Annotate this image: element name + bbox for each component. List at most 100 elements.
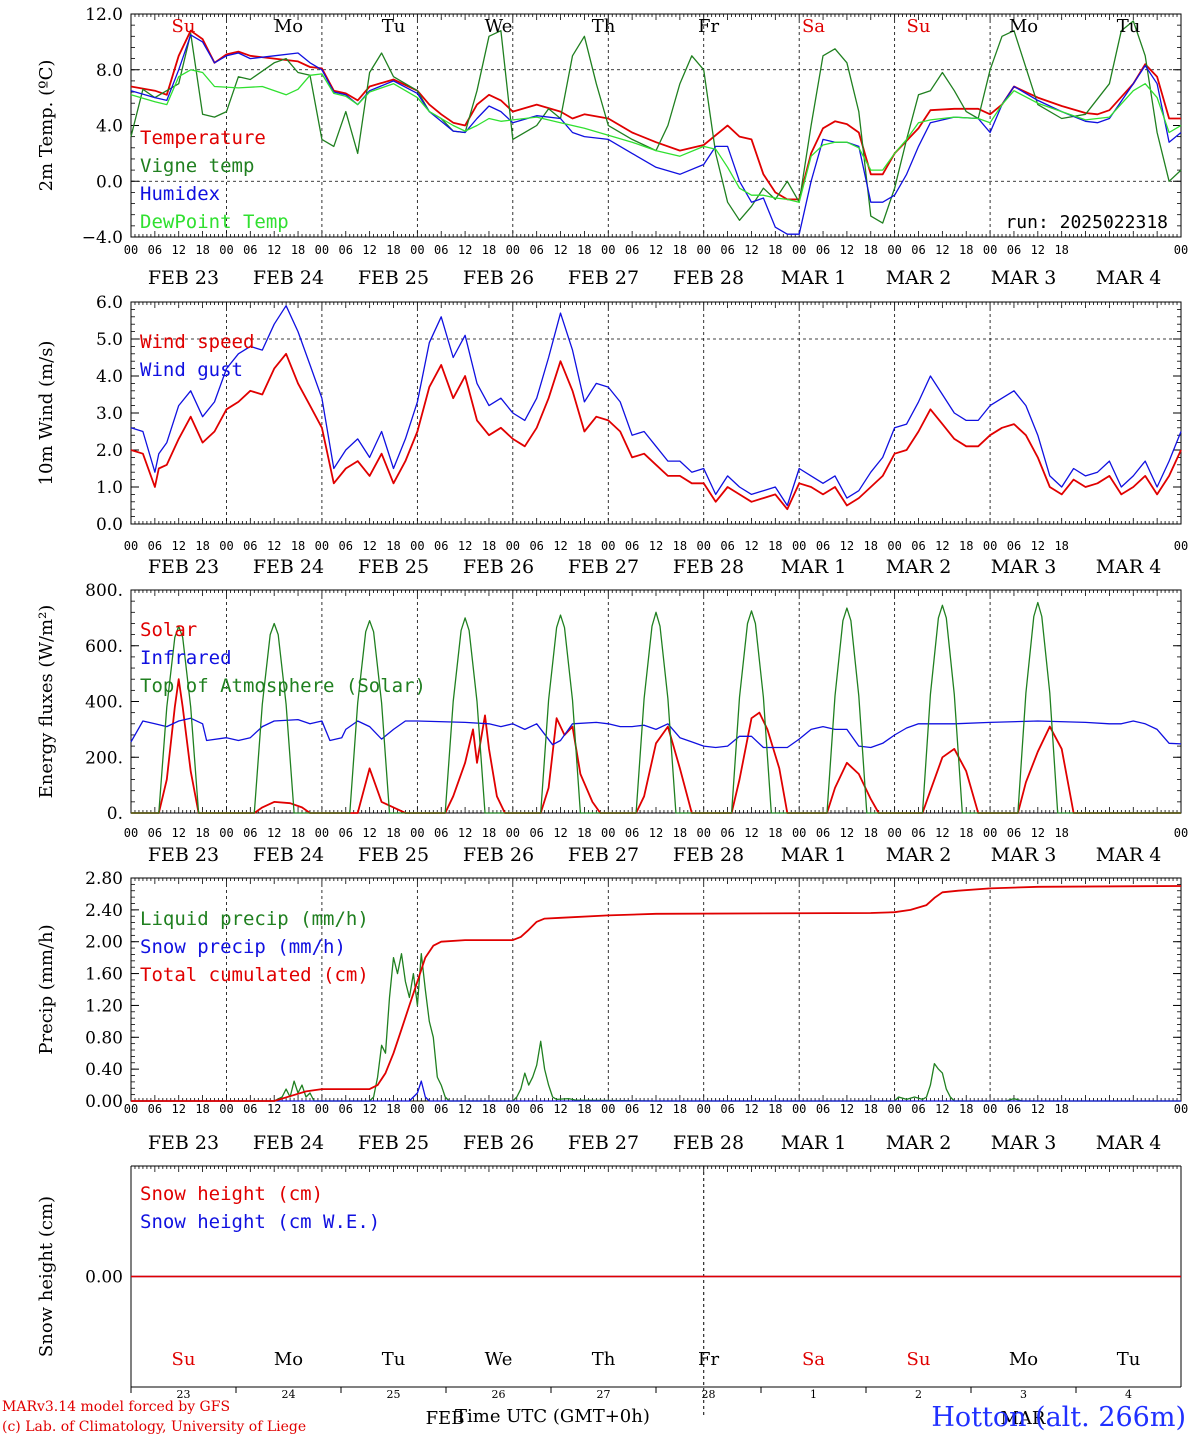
hour-tick-label: 00 (410, 539, 424, 553)
hour-tick-label: 18 (1054, 1102, 1068, 1116)
hour-tick-label: 18 (386, 1102, 400, 1116)
hour-tick-label: 06 (911, 243, 925, 257)
weekday-label: Mo (1009, 16, 1038, 37)
hour-tick-label: 12 (172, 826, 186, 840)
hour-tick-label: 00 (124, 826, 138, 840)
y-tick-label: 0.40 (85, 1060, 123, 1080)
hour-tick-label: 00 (1174, 1102, 1188, 1116)
hour-tick-label: 00 (887, 539, 901, 553)
hour-tick-label: 12 (1031, 243, 1045, 257)
legend-label: Humidex (140, 183, 220, 205)
hour-tick-label: 18 (291, 1102, 305, 1116)
hour-tick-label: 18 (291, 539, 305, 553)
hour-tick-label: 06 (339, 826, 353, 840)
hour-tick-label: 06 (434, 1102, 448, 1116)
hour-tick-label: 12 (1031, 1102, 1045, 1116)
hour-tick-label: 00 (124, 1102, 138, 1116)
legend-label: Vigne temp (140, 155, 254, 177)
y-tick-label: 400. (85, 693, 123, 713)
hour-tick-label: 06 (243, 539, 257, 553)
weekday-label: Tu (382, 1349, 406, 1370)
series-line-wind-gust (130, 305, 1182, 507)
y-tick-label: 5.0 (96, 330, 123, 350)
hour-tick-label: 00 (792, 243, 806, 257)
hour-tick-label: 06 (625, 1102, 639, 1116)
hour-tick-label: 18 (1054, 243, 1068, 257)
hour-tick-label: 06 (1007, 826, 1021, 840)
hour-tick-label: 12 (458, 826, 472, 840)
date-label: MAR 2 (886, 1132, 952, 1154)
hour-tick-label: 00 (792, 1102, 806, 1116)
day-number-label: 26 (492, 1388, 506, 1401)
hour-tick-label: 00 (1174, 243, 1188, 257)
date-label: FEB 24 (253, 267, 324, 289)
panel-frame (130, 13, 1182, 238)
hour-tick-label: 18 (768, 1102, 782, 1116)
hour-tick-label: 06 (339, 539, 353, 553)
hour-tick-label: 00 (315, 539, 329, 553)
day-number-label: 23 (177, 1388, 191, 1401)
day-number-label: 1 (810, 1388, 817, 1401)
hour-tick-label: 06 (625, 539, 639, 553)
hour-tick-label: 00 (983, 1102, 997, 1116)
hour-tick-label: 00 (601, 243, 615, 257)
hour-tick-label: 06 (720, 826, 734, 840)
hour-tick-label: 00 (315, 1102, 329, 1116)
y-tick-label: 0.00 (85, 1092, 123, 1112)
y-tick-label: 6.0 (96, 293, 123, 313)
day-number-label: 27 (597, 1388, 611, 1401)
y-tick-label: 1.20 (85, 996, 123, 1016)
date-label: FEB 28 (673, 844, 744, 866)
hour-tick-label: 00 (887, 1102, 901, 1116)
y-tick-label: 1.60 (85, 965, 123, 985)
y-tick-label: 8.0 (96, 61, 123, 81)
date-label: FEB 24 (253, 844, 324, 866)
weekday-label: Mo (274, 1349, 303, 1370)
y-tick-label: 0. (107, 804, 123, 824)
day-number-label: 25 (387, 1388, 401, 1401)
panel-frame (130, 301, 1182, 525)
y-tick-label: 2.00 (85, 933, 123, 953)
hour-tick-label: 06 (816, 539, 830, 553)
hour-tick-label: 06 (1007, 1102, 1021, 1116)
series-line-vigne-temp (130, 20, 1182, 224)
weekday-label: We (485, 16, 513, 37)
y-axis-title: Snow height (cm) (36, 1196, 57, 1357)
weekday-label: Sa (802, 1349, 825, 1370)
hour-tick-label: 06 (529, 1102, 543, 1116)
hour-tick-label: 18 (673, 826, 687, 840)
date-label: FEB 28 (673, 267, 744, 289)
hour-tick-label: 06 (1007, 539, 1021, 553)
hour-tick-label: 12 (935, 826, 949, 840)
date-label: MAR 3 (991, 1132, 1057, 1154)
date-label: FEB 24 (253, 556, 324, 578)
date-label: FEB 27 (568, 844, 639, 866)
date-label: FEB 27 (568, 1132, 639, 1154)
hour-tick-label: 00 (506, 1102, 520, 1116)
hour-tick-label: 12 (840, 243, 854, 257)
date-label: MAR 2 (886, 844, 952, 866)
series-line-temperature (130, 29, 1181, 201)
date-label: FEB 24 (253, 1132, 324, 1154)
y-tick-label: 3.0 (96, 404, 123, 424)
station-name: Hotton (alt. 266m) (931, 1402, 1186, 1433)
hour-tick-label: 18 (482, 1102, 496, 1116)
y-tick-label: 2.40 (85, 901, 123, 921)
weekday-label: We (485, 1349, 513, 1370)
date-label: FEB 23 (148, 1132, 219, 1154)
legend-label: Liquid precip (mm/h) (140, 908, 369, 930)
day-number-label: 28 (702, 1388, 716, 1401)
hour-tick-label: 18 (768, 539, 782, 553)
hour-tick-label: 00 (506, 243, 520, 257)
hour-tick-label: 18 (673, 1102, 687, 1116)
date-label: FEB 25 (358, 556, 429, 578)
legend-label: Solar (140, 619, 197, 641)
hour-tick-label: 06 (148, 1102, 162, 1116)
hour-tick-label: 12 (935, 1102, 949, 1116)
hour-tick-label: 00 (887, 243, 901, 257)
y-tick-label: 4.0 (96, 117, 123, 137)
hour-tick-label: 18 (482, 243, 496, 257)
hour-tick-label: 18 (482, 539, 496, 553)
hour-tick-label: 06 (625, 243, 639, 257)
hour-tick-label: 00 (410, 1102, 424, 1116)
